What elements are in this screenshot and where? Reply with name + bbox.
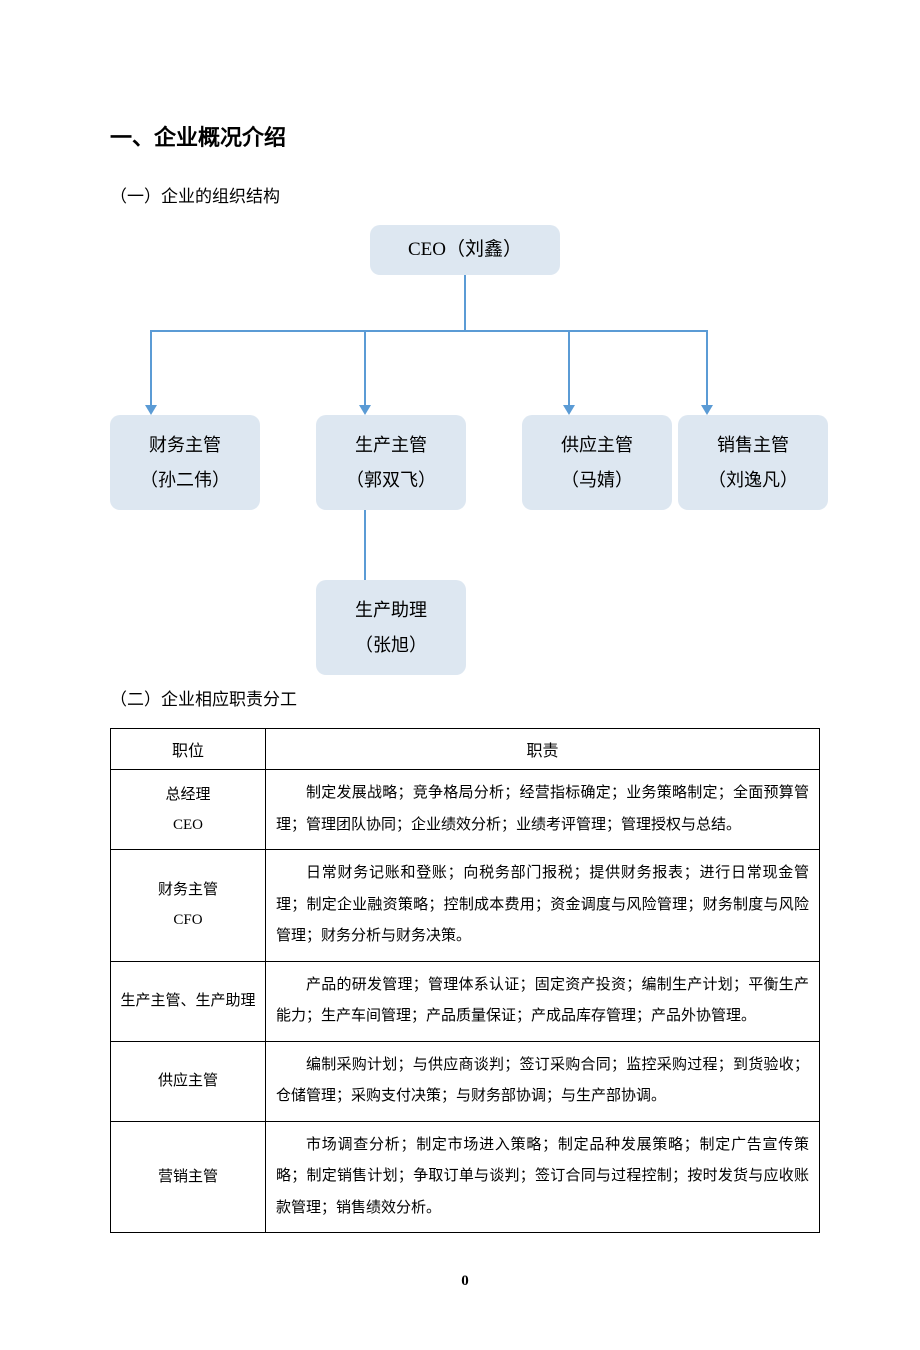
org-node-ceo-label: CEO（刘鑫） <box>370 232 560 268</box>
org-node-sublabel: （马婧） <box>522 463 672 497</box>
org-node-sublabel: （孙二伟） <box>110 463 260 497</box>
org-connector <box>364 330 366 405</box>
org-connector <box>568 330 570 405</box>
page-number: 0 <box>110 1273 820 1290</box>
org-connector <box>150 330 152 405</box>
org-connector <box>150 330 708 332</box>
org-node-sales: 销售主管 （刘逸凡） <box>678 415 828 510</box>
org-connector <box>364 510 366 580</box>
table-header-desc: 职责 <box>266 729 820 770</box>
org-node-sublabel: （张旭） <box>316 628 466 662</box>
table-cell-role: 财务主管CFO <box>111 850 266 962</box>
org-connector <box>464 275 466 330</box>
arrow-down-icon <box>563 405 575 415</box>
org-node-assistant: 生产助理 （张旭） <box>316 580 466 675</box>
table-header-role: 职位 <box>111 729 266 770</box>
org-node-supply: 供应主管 （马婧） <box>522 415 672 510</box>
org-node-sublabel: （刘逸凡） <box>678 463 828 497</box>
table-header-row: 职位 职责 <box>111 729 820 770</box>
table-cell-desc: 产品的研发管理；管理体系认证；固定资产投资；编制生产计划；平衡生产能力；生产车间… <box>266 961 820 1041</box>
table-cell-role: 供应主管 <box>111 1041 266 1121</box>
responsibilities-table: 职位 职责 总经理CEO制定发展战略；竞争格局分析；经营指标确定；业务策略制定；… <box>110 728 820 1233</box>
org-node-ceo: CEO（刘鑫） <box>370 225 560 275</box>
org-chart: CEO（刘鑫） 财务主管 （孙二伟） 生产主管 （郭双飞） 供应主管 （马婧） … <box>110 225 820 685</box>
table-cell-desc: 日常财务记账和登账；向税务部门报税；提供财务报表；进行日常现金管理；制定企业融资… <box>266 850 820 962</box>
org-node-finance: 财务主管 （孙二伟） <box>110 415 260 510</box>
table-row: 总经理CEO制定发展战略；竞争格局分析；经营指标确定；业务策略制定；全面预算管理… <box>111 770 820 850</box>
table-cell-desc: 编制采购计划；与供应商谈判；签订采购合同；监控采购过程；到货验收；仓储管理；采购… <box>266 1041 820 1121</box>
arrow-down-icon <box>359 405 371 415</box>
table-row: 营销主管市场调查分析；制定市场进入策略；制定品种发展策略；制定广告宣传策略；制定… <box>111 1121 820 1233</box>
org-node-production: 生产主管 （郭双飞） <box>316 415 466 510</box>
subsection-2-title: （二）企业相应职责分工 <box>110 685 820 710</box>
table-cell-role: 营销主管 <box>111 1121 266 1233</box>
section-title: 一、企业概况介绍 <box>110 120 820 152</box>
arrow-down-icon <box>701 405 713 415</box>
table-row: 供应主管编制采购计划；与供应商谈判；签订采购合同；监控采购过程；到货验收；仓储管… <box>111 1041 820 1121</box>
table-cell-desc: 制定发展战略；竞争格局分析；经营指标确定；业务策略制定；全面预算管理；管理团队协… <box>266 770 820 850</box>
table-cell-role: 生产主管、生产助理 <box>111 961 266 1041</box>
table-cell-desc: 市场调查分析；制定市场进入策略；制定品种发展策略；制定广告宣传策略；制定销售计划… <box>266 1121 820 1233</box>
arrow-down-icon <box>145 405 157 415</box>
org-node-label: 生产助理 <box>316 593 466 627</box>
org-node-label: 供应主管 <box>522 428 672 462</box>
subsection-1-title: （一）企业的组织结构 <box>110 182 820 207</box>
org-node-label: 财务主管 <box>110 428 260 462</box>
org-connector <box>706 330 708 405</box>
table-cell-role: 总经理CEO <box>111 770 266 850</box>
table-row: 生产主管、生产助理产品的研发管理；管理体系认证；固定资产投资；编制生产计划；平衡… <box>111 961 820 1041</box>
org-node-sublabel: （郭双飞） <box>316 463 466 497</box>
org-node-label: 销售主管 <box>678 428 828 462</box>
org-node-label: 生产主管 <box>316 428 466 462</box>
table-row: 财务主管CFO日常财务记账和登账；向税务部门报税；提供财务报表；进行日常现金管理… <box>111 850 820 962</box>
document-page: 一、企业概况介绍 （一）企业的组织结构 CEO（刘鑫） 财务主管 （孙二伟） 生… <box>0 0 920 1350</box>
